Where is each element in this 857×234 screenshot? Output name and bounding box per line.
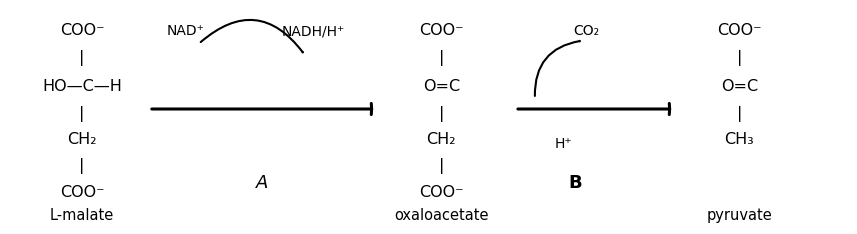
Text: |: | [80, 106, 85, 122]
Text: COO⁻: COO⁻ [60, 23, 105, 38]
Text: HO—C—H: HO—C—H [42, 79, 122, 94]
Text: |: | [439, 158, 444, 174]
Text: oxaloacetate: oxaloacetate [394, 208, 488, 223]
Text: CH₃: CH₃ [724, 132, 754, 147]
Text: A: A [256, 174, 268, 192]
Text: |: | [80, 158, 85, 174]
Text: |: | [439, 50, 444, 66]
Text: CH₂: CH₂ [67, 132, 97, 147]
Text: B: B [568, 174, 582, 192]
Text: O=C: O=C [423, 79, 460, 94]
Text: L-malate: L-malate [50, 208, 114, 223]
Text: CH₂: CH₂ [427, 132, 456, 147]
Text: H⁺: H⁺ [554, 137, 572, 151]
Text: COO⁻: COO⁻ [60, 185, 105, 200]
Text: |: | [736, 106, 742, 122]
Text: O=C: O=C [721, 79, 758, 94]
Text: |: | [80, 50, 85, 66]
Text: COO⁻: COO⁻ [419, 23, 464, 38]
Text: |: | [439, 106, 444, 122]
FancyArrowPatch shape [201, 20, 303, 52]
Text: NAD⁺: NAD⁺ [167, 24, 205, 38]
Text: COO⁻: COO⁻ [717, 23, 762, 38]
FancyArrowPatch shape [535, 41, 579, 96]
Text: COO⁻: COO⁻ [419, 185, 464, 200]
Text: CO₂: CO₂ [573, 24, 599, 38]
Text: |: | [736, 50, 742, 66]
Text: pyruvate: pyruvate [706, 208, 772, 223]
Text: NADH/H⁺: NADH/H⁺ [282, 24, 345, 38]
